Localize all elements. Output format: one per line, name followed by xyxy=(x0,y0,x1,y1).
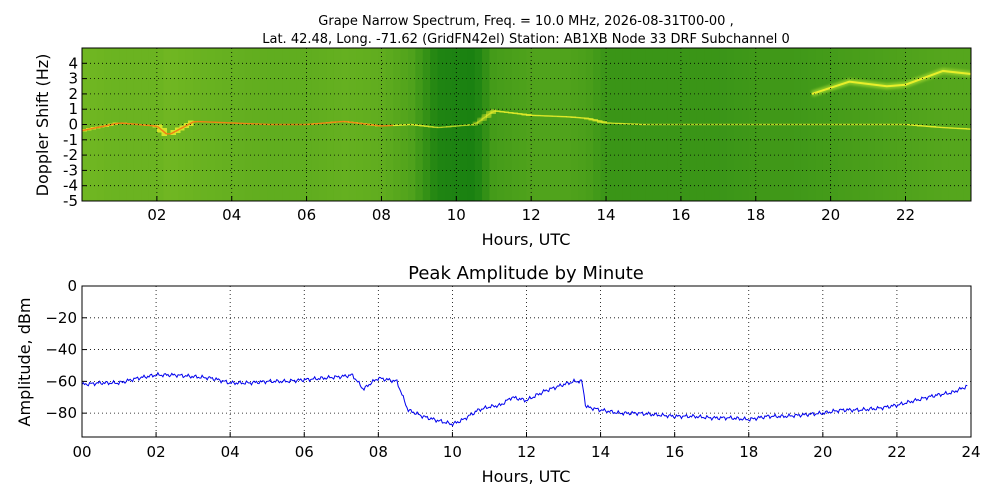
spectrogram-x-tick-label: 16 xyxy=(671,206,690,224)
spectrogram-x-tick-label: 18 xyxy=(746,206,765,224)
amplitude-x-tick-label: 18 xyxy=(739,443,758,461)
amplitude-y-label: Amplitude, dBm xyxy=(15,298,34,427)
amplitude-line xyxy=(82,373,967,426)
carrier-trace-segment xyxy=(509,113,513,114)
amplitude-x-tick-label: 04 xyxy=(221,443,240,461)
carrier-trace-segment xyxy=(153,126,157,127)
carrier-trace-segment xyxy=(349,122,353,123)
amplitude-y-tick-label: −60 xyxy=(45,372,77,390)
carrier-trace-segment xyxy=(584,118,588,119)
carrier-trace-segment xyxy=(504,112,508,113)
spectrogram-cell xyxy=(549,48,557,201)
carrier-trace-segment xyxy=(91,128,95,129)
amplitude-x-tick-label: 10 xyxy=(443,443,462,461)
carrier-trace-segment xyxy=(95,127,99,128)
amplitude-x-tick-label: 14 xyxy=(591,443,610,461)
carrier-trace-segment xyxy=(113,123,117,124)
spectrogram-x-tick-label: 06 xyxy=(297,206,316,224)
carrier-trace-segment xyxy=(100,126,104,127)
carrier-trace-segment xyxy=(429,127,433,128)
spectrogram-x-tick-label: 14 xyxy=(596,206,615,224)
spectrogram-y-label: Doppler Shift (Hz) xyxy=(33,54,52,197)
amplitude-x-tick-label: 06 xyxy=(295,443,314,461)
spectrogram-x-tick-label: 10 xyxy=(447,206,466,224)
carrier-trace-segment xyxy=(344,121,348,122)
amplitude-x-tick-label: 12 xyxy=(517,443,536,461)
amplitude-x-tick-label: 08 xyxy=(369,443,388,461)
carrier-trace-segment xyxy=(593,120,597,121)
figure-title-line-1: Grape Narrow Spectrum, Freq. = 10.0 MHz,… xyxy=(318,14,733,29)
amplitude-title: Peak Amplitude by Minute xyxy=(408,263,644,284)
spectrogram-x-tick-label: 08 xyxy=(372,206,391,224)
carrier-trace-segment xyxy=(522,114,526,115)
carrier-trace-segment xyxy=(353,123,357,124)
carrier-trace-segment xyxy=(589,119,593,120)
amplitude-y-tick-label: −20 xyxy=(45,309,77,327)
spectrogram-x-tick-label: 22 xyxy=(896,206,915,224)
amplitude-plot: Peak Amplitude by Minute 00 02 04 06 08 10 12 1… xyxy=(15,263,981,486)
carrier-trace-segment xyxy=(358,123,362,124)
spectrogram-x-tick-label: 02 xyxy=(147,206,166,224)
amplitude-x-tick-label: 20 xyxy=(813,443,832,461)
carrier-trace-segment xyxy=(82,130,86,131)
carrier-trace-segment xyxy=(500,111,504,112)
spectrogram-x-label: Hours, UTC xyxy=(482,230,571,249)
carrier-trace-segment xyxy=(598,121,602,122)
amplitude-y-tick-label: −40 xyxy=(45,341,77,359)
carrier-trace-segment xyxy=(375,125,379,126)
amplitude-grid xyxy=(82,286,971,437)
carrier-trace-segment xyxy=(86,129,90,130)
spectrogram-x-tick-label: 20 xyxy=(821,206,840,224)
figure-title-line-2: Lat. 42.48, Long. -71.62 (GridFN42el) St… xyxy=(262,32,789,47)
amplitude-x-tick-label: 24 xyxy=(961,443,980,461)
spectrogram-cell xyxy=(504,48,512,201)
amplitude-x-tick-label: 00 xyxy=(72,443,91,461)
carrier-trace-segment xyxy=(518,114,522,115)
carrier-trace-segment xyxy=(104,125,108,126)
spectrogram-x-tick-label: 04 xyxy=(222,206,241,224)
spectrogram-x-tick-label: 12 xyxy=(522,206,541,224)
spectrogram-y-tick-label: -5 xyxy=(63,192,78,210)
carrier-trace-segment xyxy=(513,113,517,114)
carrier-trace-segment xyxy=(602,122,606,123)
carrier-trace-segment xyxy=(420,125,424,126)
amplitude-ticks: 00 02 04 06 08 10 12 14 16 18 20 22 24 0 −20 −40 −60 −80 xyxy=(45,277,980,461)
amplitude-y-tick-label: 0 xyxy=(67,277,77,295)
carrier-trace-segment xyxy=(527,115,531,116)
amplitude-x-tick-label: 02 xyxy=(147,443,166,461)
carrier-trace-segment xyxy=(495,111,499,112)
amplitude-x-label: Hours, UTC xyxy=(482,467,571,486)
amplitude-x-tick-label: 22 xyxy=(887,443,906,461)
spectrogram-cell xyxy=(534,48,542,201)
amplitude-y-tick-label: −80 xyxy=(45,404,77,422)
spectrogram-cell xyxy=(519,48,527,201)
amplitude-x-tick-label: 16 xyxy=(665,443,684,461)
carrier-trace-segment xyxy=(424,126,428,127)
carrier-trace-segment xyxy=(415,125,419,126)
carrier-trace-segment xyxy=(433,127,437,128)
amplitude-series xyxy=(82,373,967,426)
